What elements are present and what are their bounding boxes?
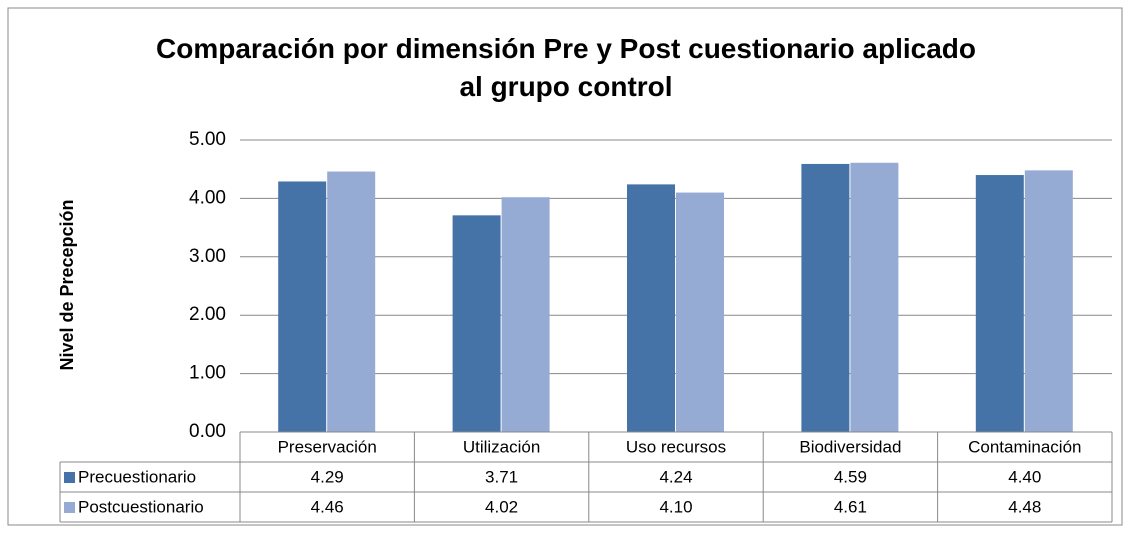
x-tick-label: Biodiversidad (799, 437, 901, 456)
chart-title: Comparación por dimensión Pre y Post cue… (156, 33, 976, 102)
table-value: 4.40 (1008, 467, 1041, 486)
bar (327, 171, 376, 432)
bar (1024, 170, 1073, 433)
legend-label: Precuestionario (78, 467, 196, 486)
table-value: 4.02 (485, 497, 518, 516)
y-tick-label: 2.00 (189, 304, 226, 325)
x-tick-label: Utilización (463, 437, 540, 456)
bar (676, 192, 724, 432)
y-axis-title: Nivel de Precepción (57, 199, 77, 370)
table-value: 3.71 (485, 467, 518, 486)
bar (452, 215, 501, 432)
legend-label: Postcuestionario (78, 497, 204, 516)
table-value: 4.48 (1008, 497, 1041, 516)
bar (801, 163, 850, 432)
y-tick-label: 5.00 (189, 129, 226, 150)
table-value: 4.59 (834, 467, 867, 486)
bar (501, 197, 550, 432)
y-tick-label: 0.00 (189, 421, 226, 442)
y-tick-label: 3.00 (189, 246, 226, 267)
legend-key (64, 472, 75, 483)
x-tick-label: Contaminación (968, 437, 1081, 456)
table-value: 4.61 (834, 497, 867, 516)
table-value: 4.46 (311, 497, 344, 516)
y-tick-label: 1.00 (189, 363, 226, 384)
chart-border (7, 7, 1123, 526)
y-tick-label: 4.00 (189, 187, 226, 208)
table-value: 4.10 (659, 497, 692, 516)
table-value: 4.24 (659, 467, 692, 486)
x-tick-label: Uso recursos (626, 437, 726, 456)
bar (627, 184, 675, 432)
bar (278, 181, 327, 432)
bar (850, 162, 899, 432)
x-tick-label: Preservación (278, 437, 377, 456)
bar (975, 175, 1024, 433)
legend-key (64, 502, 75, 513)
table-value: 4.29 (311, 467, 344, 486)
